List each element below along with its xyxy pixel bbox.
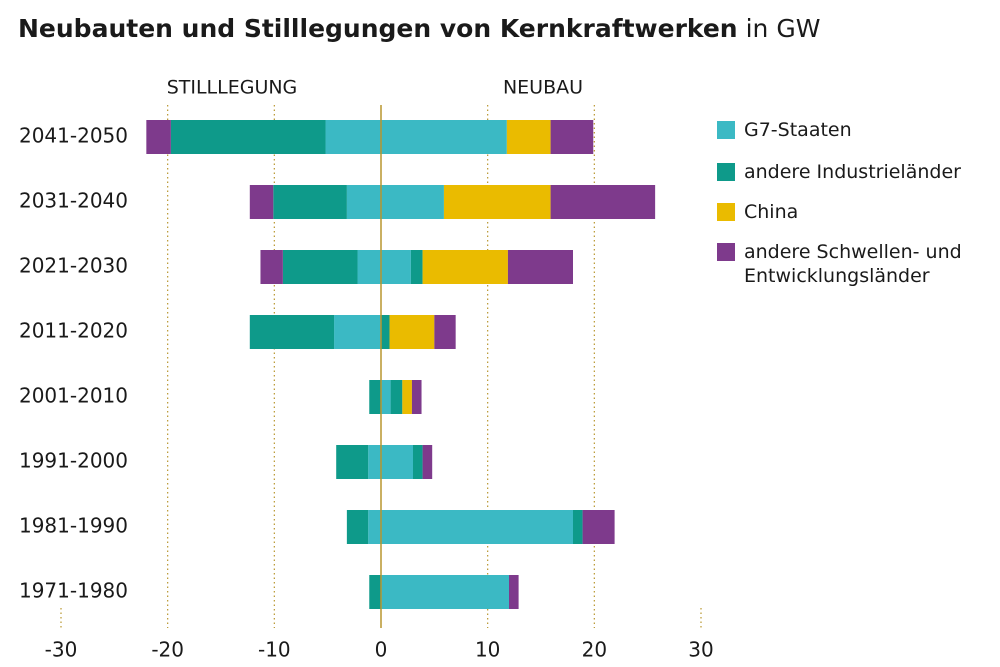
bar-segment <box>325 120 381 154</box>
legend-label: China <box>744 201 799 223</box>
bar-segment <box>507 250 573 284</box>
bar-segment <box>509 575 519 609</box>
bar-segment <box>381 185 444 219</box>
bar-segment <box>357 250 381 284</box>
y-tick-label: 1991-2000 <box>19 449 128 473</box>
legend-item: andere Schwellen- und Entwicklungsländer <box>717 240 987 288</box>
bar-segment <box>390 380 403 414</box>
bar-segment <box>550 120 594 154</box>
x-tick-label: -10 <box>258 638 291 662</box>
x-tick-label: 0 <box>375 638 388 662</box>
bar-segment <box>411 380 422 414</box>
bar-segment <box>434 315 456 349</box>
bar-segment <box>334 315 381 349</box>
bar-segment <box>381 575 509 609</box>
y-tick-label: 1971-1980 <box>19 579 128 603</box>
chart-title: Neubauten und Stilllegungen von Kernkraf… <box>18 14 820 43</box>
bar-segment <box>413 445 423 479</box>
y-tick-label: 2031-2040 <box>19 189 128 213</box>
bar-segment <box>170 120 326 154</box>
y-tick-label: 2021-2030 <box>19 254 128 278</box>
bar-segment <box>573 510 583 544</box>
bar-segment <box>346 510 369 544</box>
bar-segment <box>146 120 171 154</box>
bar-segment <box>422 445 433 479</box>
bar-segment <box>410 250 423 284</box>
legend-item: G7-Staaten <box>717 118 987 142</box>
legend-item: andere Industrieländer <box>717 160 987 184</box>
bar-segment <box>273 185 347 219</box>
x-tick-label: 10 <box>475 638 500 662</box>
legend-label: andere Schwellen- und Entwicklungsländer <box>744 241 962 287</box>
bar-segment <box>368 445 381 479</box>
title-unit: in GW <box>746 14 821 43</box>
bar-segment <box>389 315 435 349</box>
x-tick-label: 20 <box>582 638 607 662</box>
left-label: STILLLEGUNG <box>167 77 298 99</box>
bar-segment <box>550 185 656 219</box>
legend-swatch <box>717 203 735 221</box>
legend-swatch <box>717 163 735 181</box>
bar-segment <box>381 380 391 414</box>
bar-segment <box>506 120 551 154</box>
title-main: Neubauten und Stilllegungen von Kernkraf… <box>18 14 738 43</box>
x-tick-label: -30 <box>45 638 78 662</box>
right-label: NEUBAU <box>503 77 583 99</box>
bar-segment <box>381 120 507 154</box>
x-tick-label: 30 <box>688 638 713 662</box>
bar-segment <box>582 510 615 544</box>
legend-label: andere Industrieländer <box>744 161 961 183</box>
bar-segment <box>381 445 413 479</box>
bar-segment <box>381 510 573 544</box>
y-tick-label: 1981-1990 <box>19 514 128 538</box>
bar-segment <box>402 380 412 414</box>
bar-segment <box>381 250 411 284</box>
legend-label: G7-Staaten <box>744 119 852 141</box>
x-tick-label: -20 <box>151 638 184 662</box>
bar-segment <box>282 250 358 284</box>
bar-segment <box>346 185 381 219</box>
legend-swatch <box>717 243 735 261</box>
legend-item: China <box>717 200 987 224</box>
bar-segment <box>249 185 274 219</box>
bar-segment <box>422 250 508 284</box>
legend-swatch <box>717 121 735 139</box>
bar-segment <box>369 380 381 414</box>
y-tick-label: 2011-2020 <box>19 319 128 343</box>
bar-segment <box>336 445 369 479</box>
bar-segment <box>443 185 551 219</box>
bar-segment <box>369 575 381 609</box>
y-tick-label: 2001-2010 <box>19 384 128 408</box>
bar-segment <box>381 315 390 349</box>
bar-segment <box>368 510 381 544</box>
bar-segment <box>260 250 283 284</box>
y-tick-label: 2041-2050 <box>19 124 128 148</box>
bar-segment <box>249 315 335 349</box>
